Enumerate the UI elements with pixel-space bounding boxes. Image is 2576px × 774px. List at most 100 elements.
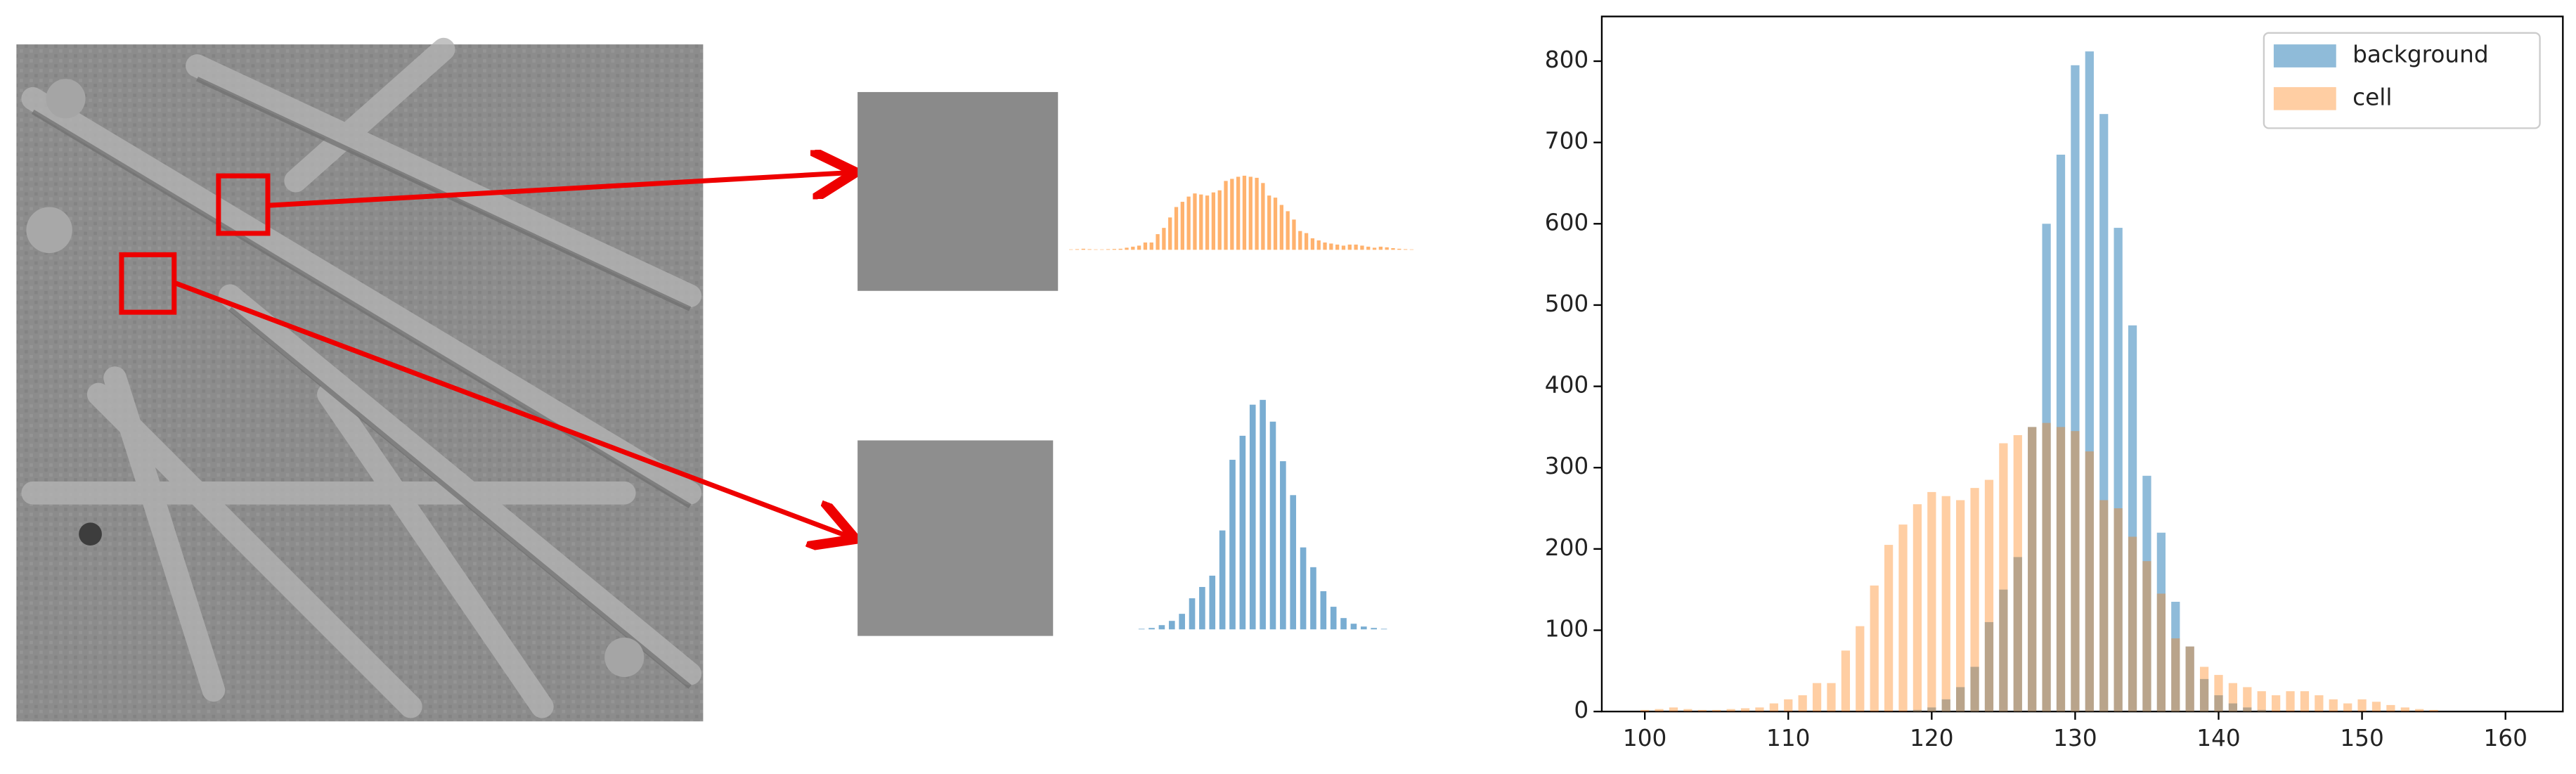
mini-bar xyxy=(1168,217,1172,250)
mini-bar xyxy=(1354,244,1358,250)
mini-bar xyxy=(1290,495,1297,630)
bar xyxy=(1999,443,2008,712)
mini-bar xyxy=(1260,399,1266,630)
bar xyxy=(2286,691,2295,712)
mini-bar xyxy=(1298,231,1302,250)
bar xyxy=(1941,699,1950,712)
bar xyxy=(2315,695,2324,712)
bar xyxy=(2142,475,2151,712)
mini-bar xyxy=(1255,177,1259,250)
mini-bar xyxy=(1230,179,1234,250)
bar xyxy=(2099,500,2109,712)
bar xyxy=(2243,687,2252,712)
bar xyxy=(2042,423,2051,712)
mini-bar xyxy=(1360,245,1364,250)
x-tick-label: 130 xyxy=(2053,725,2097,752)
mini-bar xyxy=(1329,243,1333,250)
bar xyxy=(1683,709,1692,712)
bar xyxy=(2199,666,2209,712)
mini-bar xyxy=(1273,198,1278,250)
mini-bar xyxy=(1125,247,1129,250)
y-tick-label: 600 xyxy=(1545,209,1588,236)
mini-bar xyxy=(1158,625,1165,630)
bar xyxy=(2171,638,2180,712)
bar xyxy=(1927,707,1936,712)
bar xyxy=(1941,496,1950,712)
mini-bar xyxy=(1189,598,1196,630)
mini-bar xyxy=(1118,248,1122,250)
mini-bar xyxy=(1249,404,1256,630)
mini-bar xyxy=(1391,247,1395,250)
x-tick-label: 160 xyxy=(2483,725,2527,752)
mini-bar xyxy=(1087,249,1092,250)
mini-bar xyxy=(1385,247,1389,250)
mini-bar xyxy=(1236,176,1241,250)
mini-bar xyxy=(1137,245,1141,250)
mini-bar xyxy=(1149,242,1153,250)
legend: background cell xyxy=(2263,32,2541,129)
mini-bar xyxy=(1211,192,1216,250)
mini-bar xyxy=(1310,567,1316,630)
bar xyxy=(1726,709,1735,712)
bar xyxy=(2028,427,2037,712)
x-tick-label: 120 xyxy=(1910,725,1953,752)
mini-bar xyxy=(1335,244,1340,250)
mini-bar xyxy=(1162,228,1166,250)
bar xyxy=(1870,585,1879,712)
cell-patch xyxy=(857,91,1059,291)
legend-label: cell xyxy=(2352,84,2392,110)
bar xyxy=(1740,708,1750,712)
y-tick-label: 700 xyxy=(1545,128,1588,155)
bar xyxy=(2156,593,2166,712)
bar xyxy=(2013,434,2022,712)
bar xyxy=(2156,532,2166,712)
y-tick-label: 100 xyxy=(1545,615,1588,642)
legend-swatch xyxy=(2273,86,2336,110)
mini-bar xyxy=(1075,249,1080,250)
y-tick-label: 0 xyxy=(1574,697,1588,723)
mini-bar xyxy=(1340,618,1347,630)
mini-bar xyxy=(1323,242,1327,250)
bar xyxy=(2071,65,2080,712)
mini-bar xyxy=(1199,194,1203,250)
mini-bar xyxy=(1174,207,1179,250)
mini-bar xyxy=(1341,245,1346,250)
bar xyxy=(2042,224,2051,712)
bar xyxy=(2085,451,2094,712)
legend-label: background xyxy=(2352,41,2489,68)
mini-bar xyxy=(1180,202,1184,250)
bar xyxy=(2243,707,2252,712)
mini-bar xyxy=(1248,176,1253,250)
bar xyxy=(1784,699,1793,712)
mini-bar xyxy=(1347,244,1352,250)
bar xyxy=(1956,687,1965,712)
mini-bar xyxy=(1360,626,1367,630)
x-tick-label: 110 xyxy=(1766,725,1810,752)
bar xyxy=(2272,695,2281,712)
bar xyxy=(2028,427,2037,712)
legend-swatch xyxy=(2273,44,2336,67)
background-patch xyxy=(857,440,1054,636)
mini-bar xyxy=(1205,195,1210,250)
mini-bar xyxy=(1330,607,1337,630)
mini-bar xyxy=(1261,183,1265,250)
bar xyxy=(2343,703,2352,712)
mini-bar xyxy=(1366,246,1371,250)
bar xyxy=(1697,709,1707,712)
bar xyxy=(2128,536,2137,712)
bar xyxy=(1984,621,1994,712)
mini-bar xyxy=(1280,461,1286,630)
bar xyxy=(1798,695,1807,712)
mini-bar xyxy=(1292,219,1296,250)
mini-bar xyxy=(1350,624,1357,630)
bar xyxy=(2142,561,2151,712)
mini-bar xyxy=(1224,181,1228,250)
mini-bar xyxy=(1156,234,1160,250)
bar xyxy=(2185,646,2194,712)
microscopy-image xyxy=(16,37,704,722)
bar xyxy=(1912,709,1922,712)
mini-bar xyxy=(1217,190,1222,250)
mini-bar xyxy=(1229,460,1236,630)
bar xyxy=(2228,683,2238,712)
bar xyxy=(1755,707,1764,712)
